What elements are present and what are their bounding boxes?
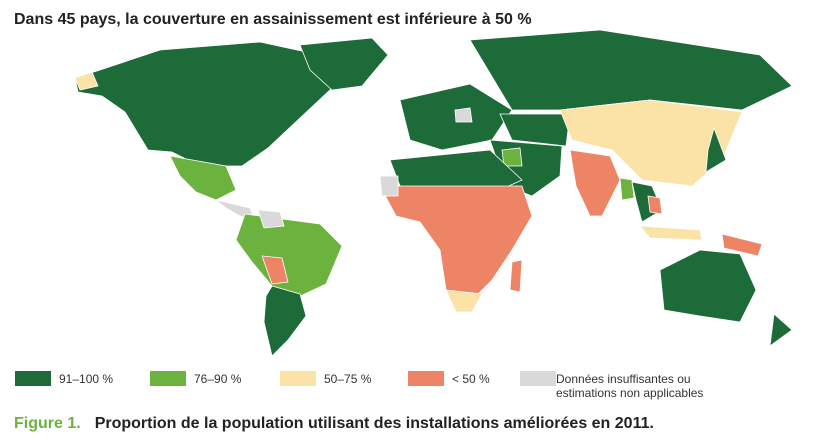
figure-number: Figure 1. bbox=[14, 415, 81, 432]
bolivia bbox=[261, 255, 289, 285]
legend-swatch bbox=[408, 371, 444, 386]
legend-swatch bbox=[280, 371, 316, 386]
legend-label: 50–75 % bbox=[324, 372, 372, 386]
legend-label: Données insuffisantes ou estimations non … bbox=[556, 372, 703, 400]
new-zealand bbox=[769, 313, 793, 347]
caption-text: Proportion de la population utilisant de… bbox=[95, 415, 654, 432]
south-america-north bbox=[235, 213, 343, 301]
legend-swatch bbox=[15, 371, 51, 386]
legend: 91–100 % 76–90 % 50–75 % < 50 % Données insu… bbox=[15, 371, 703, 400]
alaska-islands bbox=[74, 71, 99, 91]
legend-swatch bbox=[520, 371, 556, 386]
papua bbox=[721, 233, 763, 257]
legend-label: < 50 % bbox=[452, 372, 490, 386]
world-map bbox=[74, 29, 793, 357]
bangladesh-myanmar bbox=[619, 177, 635, 201]
kazakhstan bbox=[499, 113, 571, 147]
legend-label: 91–100 % bbox=[59, 372, 113, 386]
china bbox=[559, 99, 743, 187]
legend-label-line: Données insuffisantes ou bbox=[556, 372, 691, 386]
north-america bbox=[74, 41, 333, 167]
legend-label-line: estimations non applicables bbox=[556, 386, 703, 400]
japan bbox=[705, 126, 727, 173]
iraq bbox=[501, 147, 523, 167]
madagascar bbox=[509, 259, 523, 293]
southern-africa bbox=[445, 289, 483, 313]
western-sahara bbox=[379, 175, 399, 197]
legend-swatch bbox=[150, 371, 186, 386]
sub-saharan-africa bbox=[379, 185, 533, 301]
legend-label: 76–90 % bbox=[194, 372, 242, 386]
cambodia bbox=[647, 195, 663, 215]
belarus bbox=[454, 107, 473, 123]
map-title: Dans 45 pays, la couverture en assainiss… bbox=[14, 11, 532, 28]
venezuela bbox=[257, 209, 285, 229]
south-america-south bbox=[263, 285, 307, 357]
russia bbox=[469, 29, 793, 111]
india bbox=[569, 149, 621, 217]
australia bbox=[659, 249, 757, 323]
indonesia bbox=[639, 225, 703, 241]
greenland bbox=[299, 37, 389, 91]
caption: Figure 1. Proportion de la population uti… bbox=[14, 415, 654, 432]
